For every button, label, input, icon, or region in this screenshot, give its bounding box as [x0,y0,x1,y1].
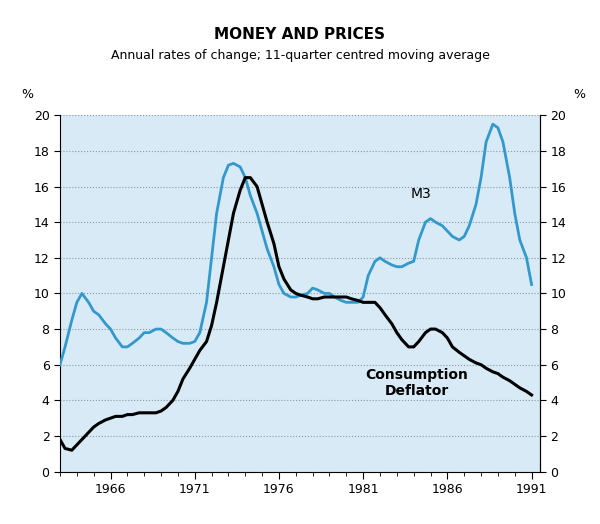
Text: M3: M3 [410,187,431,201]
Text: Annual rates of change; 11-quarter centred moving average: Annual rates of change; 11-quarter centr… [110,49,490,61]
Text: %: % [22,88,34,101]
Text: Consumption
Deflator: Consumption Deflator [365,368,469,398]
Text: %: % [574,88,586,101]
Text: MONEY AND PRICES: MONEY AND PRICES [215,27,386,41]
